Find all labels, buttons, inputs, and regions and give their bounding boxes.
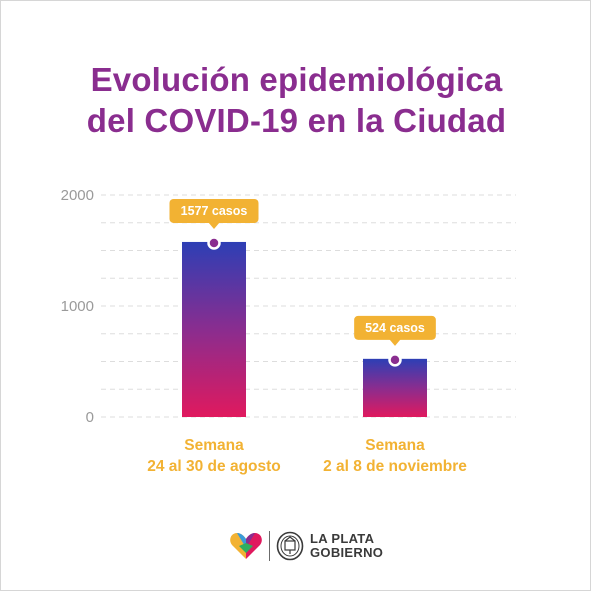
callout-pointer xyxy=(389,338,401,346)
category-labels: Semana 24 al 30 de agosto Semana 2 al 8 de … xyxy=(147,437,467,475)
footer-divider xyxy=(269,531,270,561)
footer: LA PLATA GOBIERNO xyxy=(1,528,591,564)
data-label-callout: 524 casos xyxy=(354,315,436,346)
bar-group: 524 casos xyxy=(354,315,436,417)
category-label: 24 al 30 de agosto xyxy=(147,458,281,475)
bar-group: 1577 casos xyxy=(169,198,259,417)
category-label: Semana xyxy=(184,437,244,454)
y-axis-ticks: 0 1000 2000 xyxy=(61,187,94,426)
heart-logo-icon xyxy=(230,533,262,559)
bar xyxy=(182,241,246,417)
chart-title-line-2: del COVID-19 en la Ciudad xyxy=(86,102,507,139)
brand-line-1: LA PLATA xyxy=(310,531,375,546)
bar-chart: 0 1000 2000 1577 casos 524 casos Semana 24 a… xyxy=(61,187,516,475)
data-label-callout: 1577 casos xyxy=(169,198,259,229)
callout-box xyxy=(354,315,436,340)
bar xyxy=(363,358,427,417)
bar-marker xyxy=(388,353,402,367)
chart-title-line-1: Evolución epidemiológica xyxy=(90,61,503,98)
data-label: 524 casos xyxy=(365,321,425,335)
city-seal-icon xyxy=(276,531,304,561)
y-tick-label: 2000 xyxy=(61,187,94,204)
data-label: 1577 casos xyxy=(181,204,248,218)
chart-title: Evolución epidemiológica del COVID-19 en… xyxy=(1,59,591,141)
callout-box xyxy=(169,198,259,223)
callout-pointer xyxy=(208,221,220,229)
y-tick-label: 0 xyxy=(86,409,94,426)
category-label: Semana xyxy=(365,437,425,454)
brand-line-2: GOBIERNO xyxy=(310,545,384,560)
category-label: 2 al 8 de noviembre xyxy=(323,458,467,475)
gridlines xyxy=(101,194,516,418)
bars: 1577 casos 524 casos xyxy=(169,198,436,417)
bar-marker xyxy=(207,236,221,250)
y-tick-label: 1000 xyxy=(61,298,94,315)
brand-wordmark: LA PLATA GOBIERNO xyxy=(310,532,383,560)
